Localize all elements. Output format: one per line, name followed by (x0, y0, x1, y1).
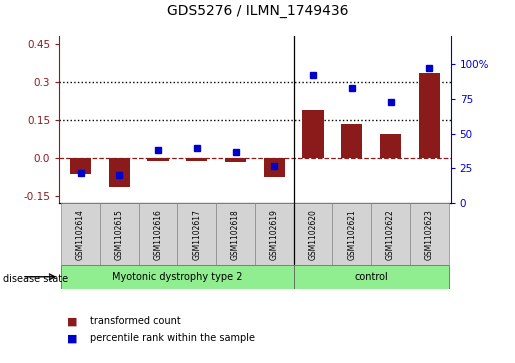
Bar (332, 203, 371, 265)
Text: transformed count: transformed count (90, 316, 181, 326)
Bar (100, 203, 139, 265)
Bar (178, 203, 216, 265)
Text: GSM1102616: GSM1102616 (153, 209, 163, 260)
Bar (109, 158, 130, 187)
Text: GSM1102615: GSM1102615 (115, 209, 124, 260)
Bar (419, 73, 440, 158)
Bar (371, 203, 410, 265)
Text: GSM1102623: GSM1102623 (425, 209, 434, 260)
Bar (61, 203, 100, 265)
Text: GSM1102620: GSM1102620 (308, 209, 318, 260)
Bar (70, 158, 91, 174)
Text: GDS5276 / ILMN_1749436: GDS5276 / ILMN_1749436 (167, 4, 348, 18)
Bar (380, 134, 401, 158)
Text: Myotonic dystrophy type 2: Myotonic dystrophy type 2 (112, 272, 243, 282)
Bar (61, 265, 294, 289)
Bar (186, 158, 208, 161)
Text: GSM1102618: GSM1102618 (231, 209, 240, 260)
Text: GSM1102619: GSM1102619 (270, 209, 279, 260)
Bar (294, 203, 332, 265)
Bar (341, 123, 363, 158)
Bar (255, 203, 294, 265)
Text: GSM1102622: GSM1102622 (386, 209, 395, 260)
Bar (147, 158, 169, 161)
Text: disease state: disease state (3, 274, 67, 284)
Text: GSM1102621: GSM1102621 (347, 209, 356, 260)
Bar (294, 265, 449, 289)
Text: GSM1102617: GSM1102617 (192, 209, 201, 260)
Bar (264, 158, 285, 177)
Text: GSM1102614: GSM1102614 (76, 209, 85, 260)
Bar (139, 203, 178, 265)
Text: ■: ■ (67, 333, 77, 343)
Bar (225, 158, 246, 162)
Text: percentile rank within the sample: percentile rank within the sample (90, 333, 255, 343)
Bar (410, 203, 449, 265)
Bar (216, 203, 255, 265)
Bar (302, 110, 324, 158)
Text: ■: ■ (67, 316, 77, 326)
Text: control: control (354, 272, 388, 282)
